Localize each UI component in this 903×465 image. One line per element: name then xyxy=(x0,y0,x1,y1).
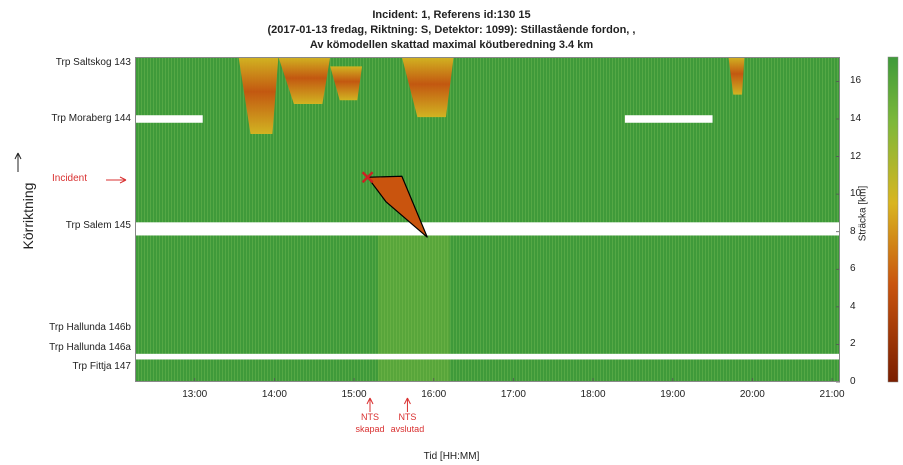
station-label: Trp Fittja 147 xyxy=(72,360,131,372)
station-label: Trp Moraberg 144 xyxy=(51,112,131,124)
plot-frame xyxy=(135,57,840,382)
y-axis-title: Körriktning xyxy=(20,182,36,250)
km-tick-label: 2 xyxy=(850,338,856,350)
station-label: Trp Saltskog 143 xyxy=(55,56,131,68)
km-tick-label: 12 xyxy=(850,150,862,162)
congestion-region-1 xyxy=(278,57,331,104)
x-axis-title: Tid [HH:MM] xyxy=(423,451,480,462)
congestion-region-3 xyxy=(401,57,454,118)
km-tick-label: 6 xyxy=(850,263,856,275)
chart-title-line2: (2017-01-13 fredag, Riktning: S, Detekto… xyxy=(267,24,636,36)
missing-data-band-3 xyxy=(624,115,713,123)
x-tick-label: 21:00 xyxy=(819,389,845,400)
km-tick-label: 8 xyxy=(850,225,856,237)
nts-arrow-head xyxy=(403,397,411,405)
x-tick-label: 20:00 xyxy=(739,389,765,400)
x-tick-label: 13:00 xyxy=(182,389,208,400)
colorbar xyxy=(887,56,899,383)
km-tick-label: 10 xyxy=(850,188,862,200)
missing-data-band-0 xyxy=(135,222,840,236)
km-tick-label: 0 xyxy=(850,376,856,387)
missing-data-band-1 xyxy=(135,353,840,360)
direction-arrow-head xyxy=(14,152,22,160)
missing-data-band-2 xyxy=(135,115,203,123)
nts-marker-label: NTS skapad xyxy=(355,412,385,434)
x-tick-label: 15:00 xyxy=(341,389,367,400)
station-label: Trp Hallunda 146a xyxy=(49,342,131,354)
congestion-region-0 xyxy=(238,57,279,135)
incident-label: Incident xyxy=(52,173,88,184)
congestion-region-2 xyxy=(330,66,363,101)
incident-queue-polygon xyxy=(366,175,428,238)
incident-marker-b xyxy=(361,171,374,184)
km-tick-label: 16 xyxy=(850,75,862,87)
km-tick-label: 14 xyxy=(850,112,862,124)
congestion-region-4 xyxy=(728,57,745,95)
km-tick-label: 4 xyxy=(850,300,856,312)
incident-arrow-head xyxy=(119,176,127,184)
x-tick-label: 16:00 xyxy=(421,389,447,400)
x-tick-label: 17:00 xyxy=(500,389,526,400)
x-tick-label: 18:00 xyxy=(580,389,606,400)
station-label: Trp Salem 145 xyxy=(65,220,131,232)
nts-marker-label: NTS avslutad xyxy=(390,412,425,434)
x-tick-label: 14:00 xyxy=(261,389,287,400)
nts-arrow-head xyxy=(366,397,374,405)
chart-title-line1: Incident: 1, Referens id:130 15 xyxy=(372,9,531,21)
x-tick-label: 19:00 xyxy=(660,389,686,400)
station-label: Trp Hallunda 146b xyxy=(49,321,131,333)
chart-title-line3: Av kömodellen skattad maximal köutberedn… xyxy=(309,39,594,51)
y-right-axis-title: Sträcka [km] xyxy=(857,185,869,242)
